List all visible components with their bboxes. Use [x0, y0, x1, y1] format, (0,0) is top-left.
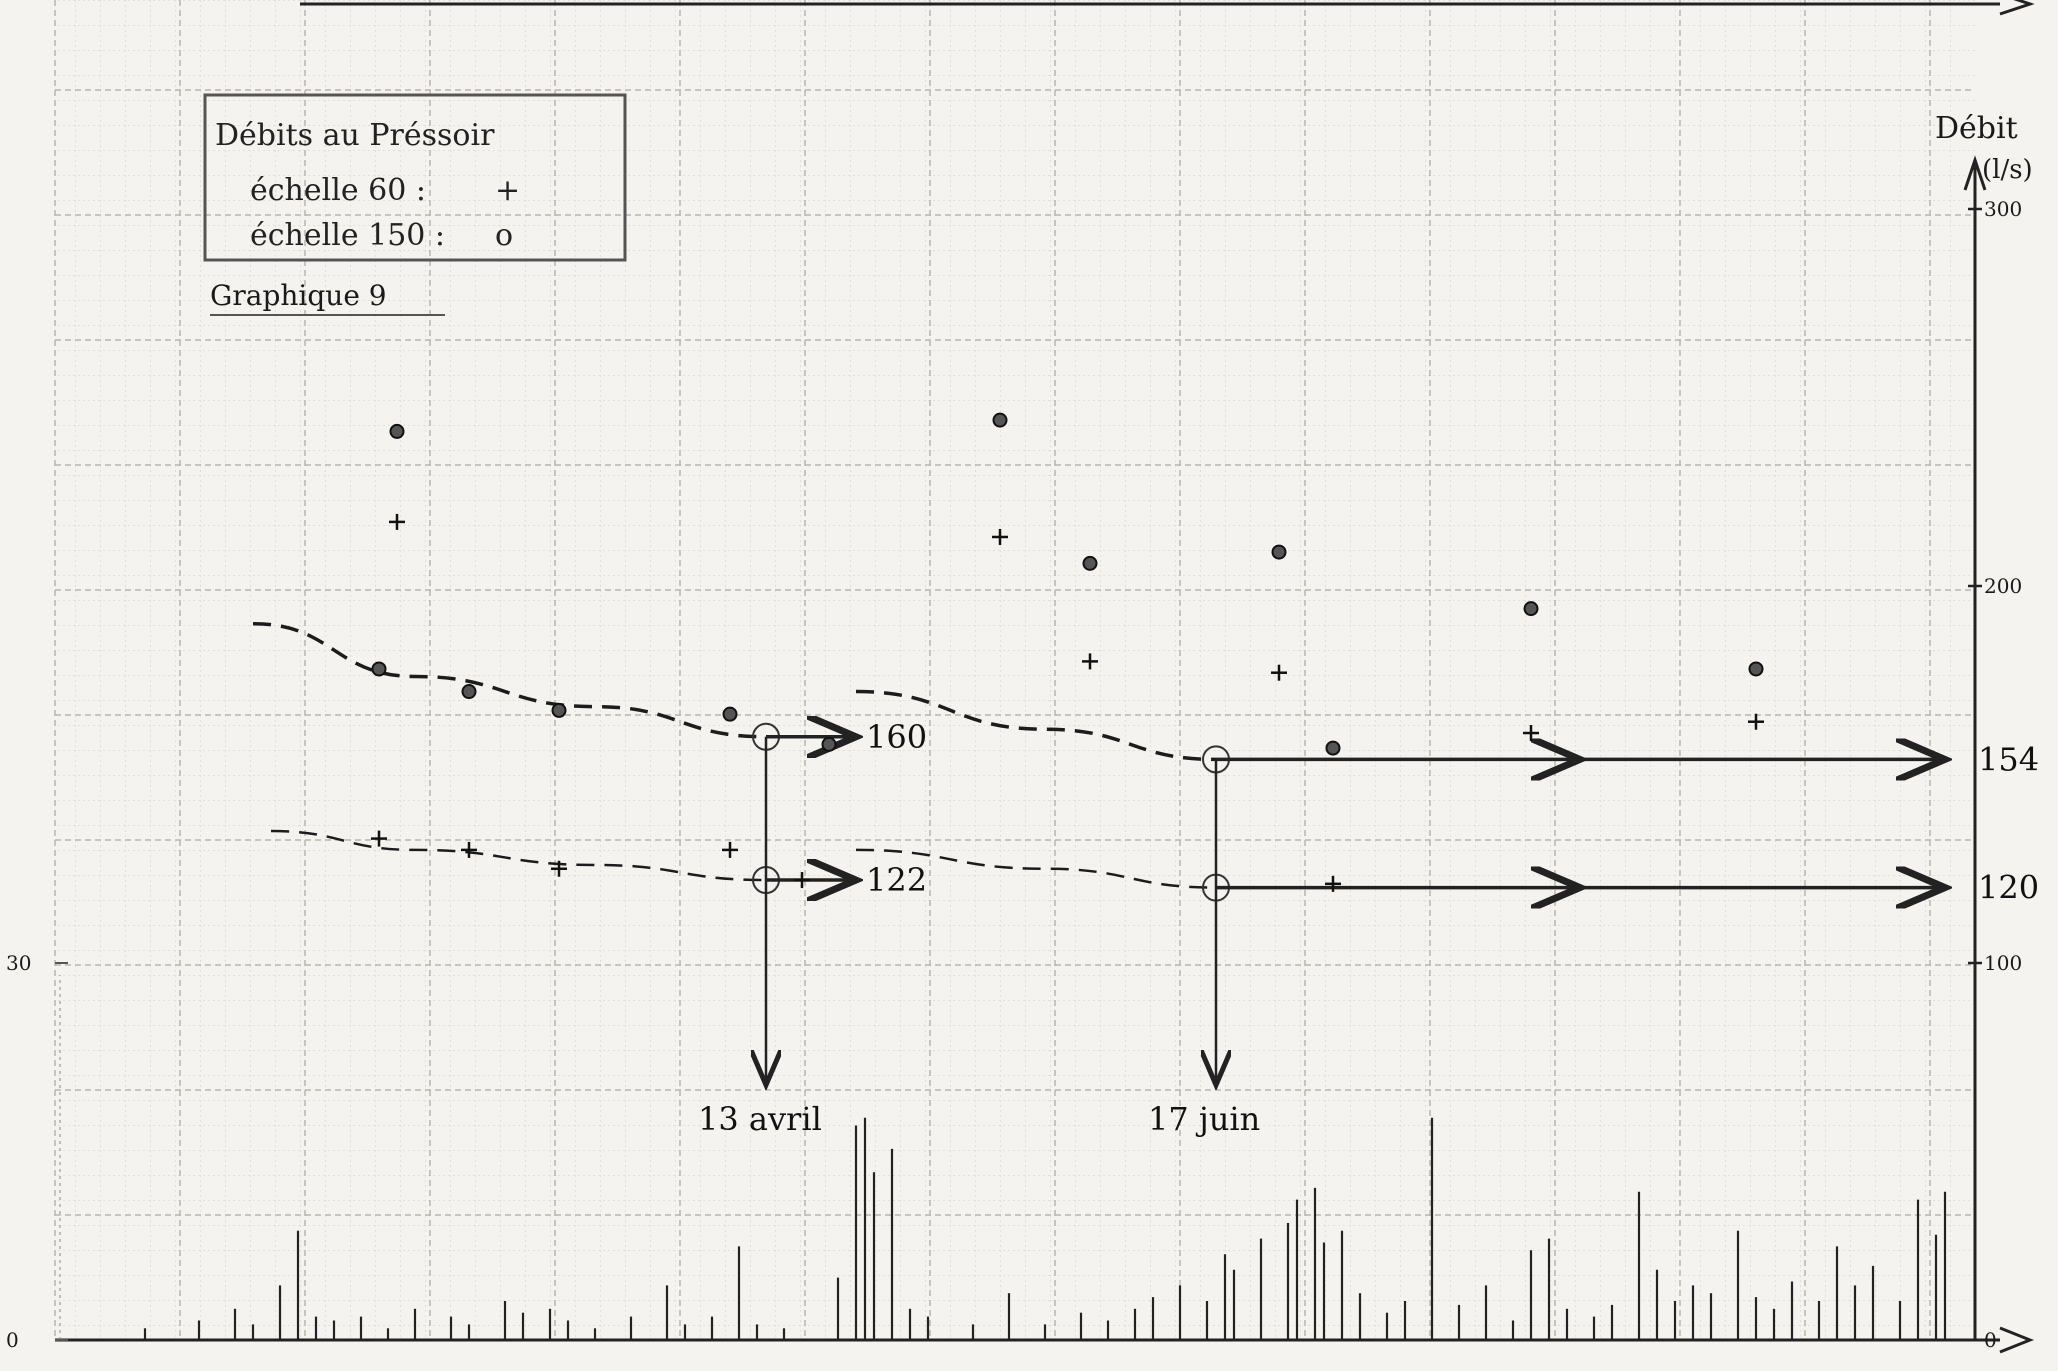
- rainfall-bars: [143, 1117, 1947, 1340]
- point-circle: [821, 736, 837, 752]
- point-circle: [551, 702, 567, 718]
- point-plus: [1325, 875, 1341, 892]
- point-circle: [461, 684, 477, 700]
- y-tick-label: 100: [1984, 951, 2022, 975]
- legend-heading: Débits au Préssoir: [215, 118, 495, 153]
- date-label: 13 avril: [698, 1100, 822, 1138]
- annotation-label: 160: [866, 718, 927, 756]
- y-axis-unit: (l/s): [1982, 155, 2033, 185]
- x-axis-arrow-icon: [1999, 1326, 2035, 1354]
- point-plus: [1748, 713, 1764, 730]
- date-label: 17 juin: [1148, 1100, 1260, 1138]
- left-tick-label: 30: [6, 951, 31, 975]
- y-axis-arrow-icon: [1963, 155, 1987, 191]
- data-points: [371, 412, 1764, 892]
- annotation-label: 154: [1978, 740, 2039, 778]
- y-axis-ticks: 0 100 200 300: [1968, 197, 2022, 1352]
- annotation-label: 122: [866, 861, 927, 899]
- guide-arrows: [753, 724, 1945, 1085]
- point-plus: [1271, 664, 1287, 681]
- recession-curve: [855, 848, 1217, 889]
- point-circle: [992, 412, 1008, 428]
- point-plus: [722, 841, 738, 858]
- point-circle: [1271, 544, 1287, 560]
- y-axis-title: Débit: [1935, 111, 2018, 146]
- point-plus: [389, 513, 405, 530]
- point-plus: [551, 860, 567, 877]
- point-plus: [992, 528, 1008, 545]
- point-plus: [461, 841, 477, 858]
- point-plus: [794, 872, 810, 889]
- annotations: 160 122 154 120 13 avril 17 juin: [698, 718, 2039, 1138]
- point-plus: [1082, 653, 1098, 670]
- recession-curve: [252, 621, 767, 739]
- legend-entry-label: échelle 150 :: [250, 218, 445, 253]
- top-axis-arrow-icon: [1999, 0, 2035, 16]
- point-plus: [371, 830, 387, 847]
- point-plus: [1523, 725, 1539, 742]
- y-tick-label: 300: [1984, 197, 2022, 221]
- point-circle: [1748, 661, 1764, 677]
- point-circle: [371, 661, 387, 677]
- recession-curve: [855, 689, 1217, 762]
- legend-box: Débits au Préssoir échelle 60 : + échell…: [203, 93, 627, 262]
- left-tick-label: 0: [6, 1328, 19, 1352]
- legend-entry-marker: +: [495, 173, 520, 208]
- point-circle: [722, 706, 738, 722]
- point-circle: [389, 423, 405, 439]
- y-tick-label: 0: [1984, 1328, 1997, 1352]
- chart-title: Graphique 9: [210, 279, 387, 312]
- legend-entry-marker: o: [495, 218, 513, 253]
- y-tick-label: 200: [1984, 574, 2022, 598]
- recession-curve: [270, 829, 767, 882]
- point-circle: [1523, 601, 1539, 617]
- point-circle: [1325, 740, 1341, 756]
- left-axis-ticks: 0 30: [6, 951, 68, 1352]
- point-circle: [1082, 555, 1098, 571]
- recession-curves: [252, 621, 1217, 889]
- annotation-label: 120: [1978, 869, 2039, 907]
- legend-entry-label: échelle 60 :: [250, 173, 426, 208]
